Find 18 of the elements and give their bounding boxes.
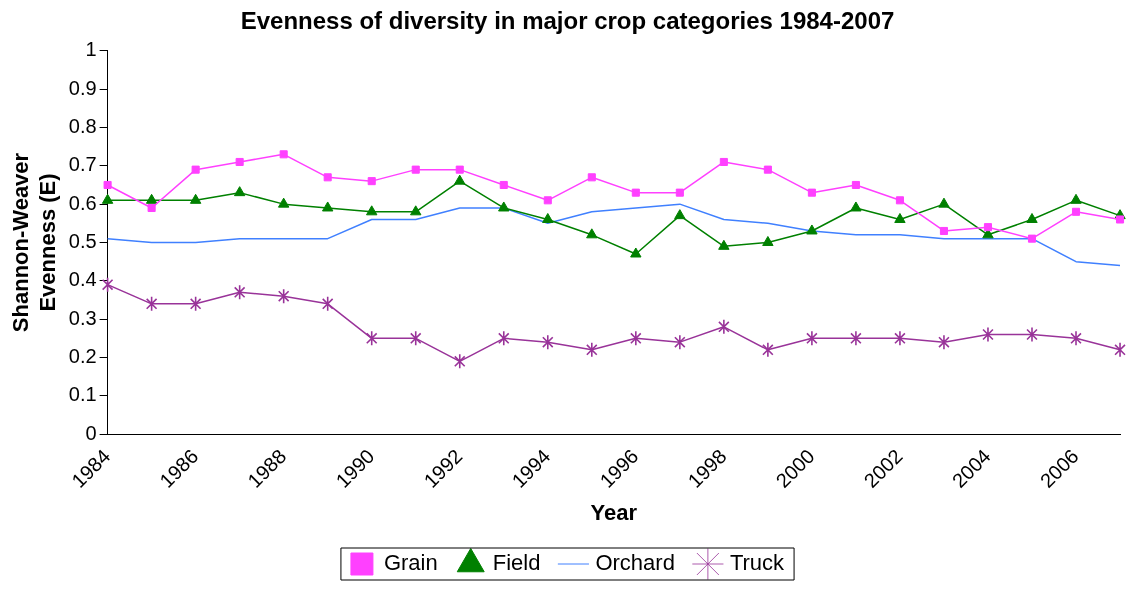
y-tick-label: 0.5 — [68, 230, 97, 252]
y-tick-label: 0.7 — [68, 153, 97, 176]
y-axis-title: Shannon-Weaver Evenness (E) — [8, 152, 60, 333]
y-tick-label: 0 — [85, 421, 97, 444]
chart-title: Evenness of diversity in major crop categories 1984-2007 — [240, 7, 895, 35]
y-tick-label: 0.3 — [68, 306, 97, 329]
y-tick-label: 0.6 — [68, 191, 97, 214]
legend-label: Truck — [729, 550, 786, 576]
legend-label: Orchard — [595, 550, 675, 576]
legend-label: Grain — [383, 550, 438, 576]
y-tick-label: 0.2 — [68, 345, 97, 368]
y-tick-label: 0.8 — [68, 114, 97, 137]
x-axis-title: Year — [590, 499, 638, 525]
y-tick-label: 0.9 — [68, 76, 97, 99]
legend-label: Field — [492, 550, 541, 576]
y-tick-label: 1 — [85, 38, 97, 61]
y-tick-label: 0.1 — [68, 383, 97, 406]
y-tick-label: 0.4 — [68, 268, 97, 291]
